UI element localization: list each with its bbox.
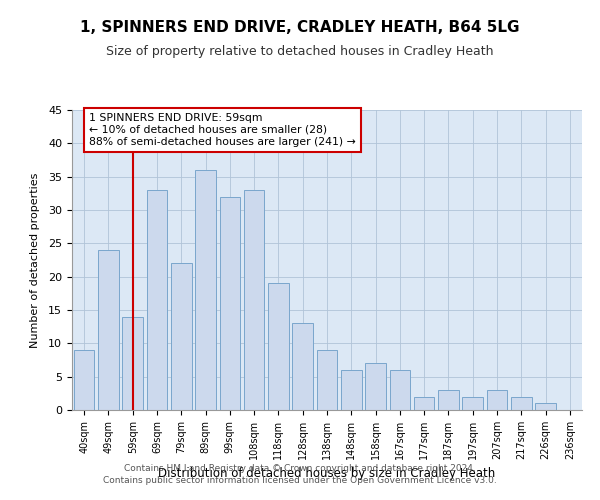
Bar: [171, 264, 191, 410]
Bar: [244, 190, 265, 410]
Bar: [74, 350, 94, 410]
Text: Size of property relative to detached houses in Cradley Heath: Size of property relative to detached ho…: [106, 45, 494, 58]
Bar: [535, 404, 556, 410]
Text: 1 SPINNERS END DRIVE: 59sqm
← 10% of detached houses are smaller (28)
88% of sem: 1 SPINNERS END DRIVE: 59sqm ← 10% of det…: [89, 114, 356, 146]
Bar: [463, 396, 483, 410]
Bar: [438, 390, 459, 410]
Bar: [268, 284, 289, 410]
Bar: [317, 350, 337, 410]
Bar: [341, 370, 362, 410]
Y-axis label: Number of detached properties: Number of detached properties: [30, 172, 40, 348]
X-axis label: Distribution of detached houses by size in Cradley Heath: Distribution of detached houses by size …: [158, 468, 496, 480]
Bar: [146, 190, 167, 410]
Bar: [365, 364, 386, 410]
Bar: [122, 316, 143, 410]
Bar: [292, 324, 313, 410]
Bar: [98, 250, 119, 410]
Text: Contains HM Land Registry data © Crown copyright and database right 2024.
Contai: Contains HM Land Registry data © Crown c…: [103, 464, 497, 485]
Bar: [220, 196, 240, 410]
Bar: [195, 170, 216, 410]
Text: 1, SPINNERS END DRIVE, CRADLEY HEATH, B64 5LG: 1, SPINNERS END DRIVE, CRADLEY HEATH, B6…: [80, 20, 520, 35]
Bar: [511, 396, 532, 410]
Bar: [487, 390, 508, 410]
Bar: [414, 396, 434, 410]
Bar: [389, 370, 410, 410]
